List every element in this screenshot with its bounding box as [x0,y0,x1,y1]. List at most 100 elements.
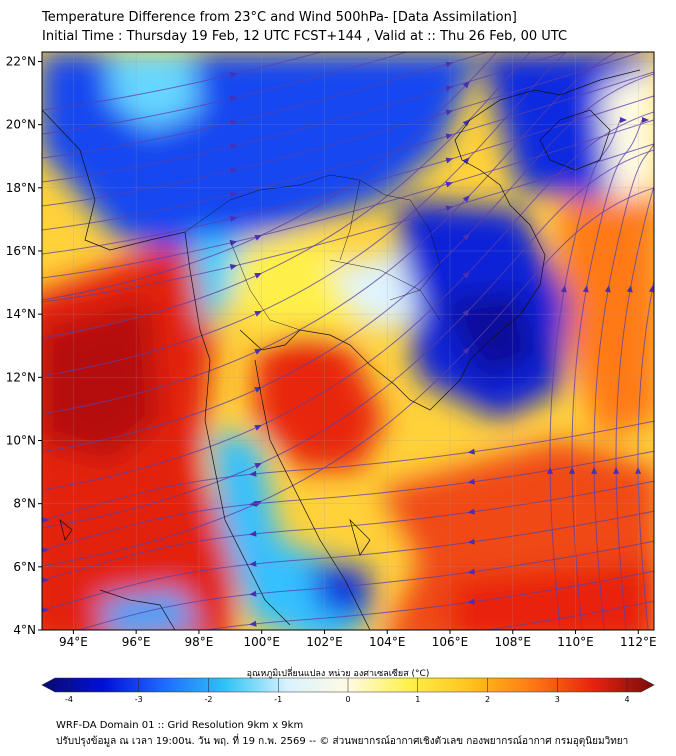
wind-streamline [42,71,654,231]
coastline-segment [59,519,73,541]
wind-arrow [660,183,667,189]
field-east-warm [560,162,654,440]
field-gulf-warm [255,330,385,470]
wind-arrow [42,547,49,553]
lon-tick-label: 110°E [557,635,594,649]
wind-arrow [254,273,262,279]
lon-tick-label: 106°E [432,635,469,649]
lat-tick-label: 14°N [6,307,36,321]
lon-tick-label: 98°E [184,635,213,649]
wind-arrow [446,12,454,20]
colorbar-tick-label: 2 [485,695,490,704]
lat-tick-label: 16°N [6,244,36,258]
map-subtitle: Initial Time : Thursday 19 Feb, 12 UTC F… [42,29,568,44]
colorbar-tick-label: -3 [135,695,143,704]
wind-arrow [42,637,49,643]
wind-streamline [42,52,324,111]
field-south-blue [310,560,370,620]
wind-arrow [249,470,257,477]
wind-arrow [660,91,667,97]
wind-arrow [229,120,238,126]
wind-arrow [42,577,49,583]
wind-arrow [547,466,554,474]
wind-arrow [613,466,620,474]
wind-arrow [445,157,454,164]
field-sumatra-blue [100,590,200,630]
wind-streamline [42,420,654,521]
wind-arrow [660,139,667,145]
wind-streamline [42,149,654,529]
field-west-hot [42,300,160,460]
coastline-segment [254,359,371,630]
wind-streamline [593,143,654,630]
wind-arrow [660,19,667,25]
coastline-segment [99,589,176,630]
wind-arrow [626,285,633,293]
wind-arrow [467,598,475,605]
colorbar-tick-label: -4 [65,695,73,704]
wind-streamline [42,119,654,279]
wind-arrow [660,0,667,1]
wind-streamline [42,480,654,581]
graticule [42,52,654,630]
wind-arrow [462,81,470,89]
wind-arrow [462,119,470,127]
field-northeast-white [600,63,654,200]
wind-arrow [462,271,470,279]
coastline-segment [539,109,611,171]
colorbar-tick-label: 1 [415,695,420,704]
map-title: Temperature Difference from 23°C and Win… [42,10,517,25]
wind-arrow [249,560,257,567]
wind-arrow [660,31,667,37]
country-border [229,239,301,331]
coastline-segment [239,69,641,411]
lat-tick-label: 12°N [6,370,36,384]
wind-streamline [42,111,654,491]
wind-streamline [42,52,532,339]
wind-arrow [249,620,257,627]
wind-arrow [664,117,671,123]
wind-arrow [462,195,470,203]
wind-streamline [42,52,498,301]
wind-arrow [42,607,49,613]
wind-streamline [42,52,643,207]
wind-arrow [229,96,238,102]
wind-arrow [249,590,257,597]
wind-arrow [642,117,649,123]
wind-streamline [42,52,409,135]
wind-arrow [467,568,475,575]
wind-streamline [571,119,643,630]
wind-arrow [620,117,627,123]
lat-tick-label: 18°N [6,181,36,195]
wind-arrow [604,285,611,293]
lat-tick-label: 6°N [13,560,36,574]
lat-tick-label: 4°N [13,623,36,637]
lat-tick-label: 10°N [6,433,36,447]
footer-credit: ปรับปรุงข้อมูล ณ เวลา 19:00น. วัน พฤ. ที… [56,736,629,747]
wind-arrow [249,651,257,658]
lon-tick-label: 102°E [306,635,343,649]
wind-arrow [582,285,589,293]
wind-arrow [229,72,238,78]
wind-streamline [42,52,568,183]
field-south-hot [450,560,654,630]
wind-arrow [229,216,238,222]
coastline [42,69,641,630]
wind-arrow [660,67,667,73]
coastline-segment [349,518,371,556]
wind-arrow [648,285,654,293]
lon-tick-label: 104°E [369,635,406,649]
field-cambodia-white [330,250,420,330]
temperature-field [42,52,654,630]
wind-arrow [462,233,470,241]
wind-arrow [446,36,454,44]
wind-arrow [467,538,475,545]
wind-arrow [229,264,238,270]
colorbar-tick-label: 3 [555,695,560,704]
wind-arrow [462,309,470,317]
wind-streamlines [42,0,671,658]
wind-arrow [249,530,257,537]
wind-streamline [203,570,654,630]
wind-arrow [660,145,667,151]
wind-streamline [42,73,654,453]
